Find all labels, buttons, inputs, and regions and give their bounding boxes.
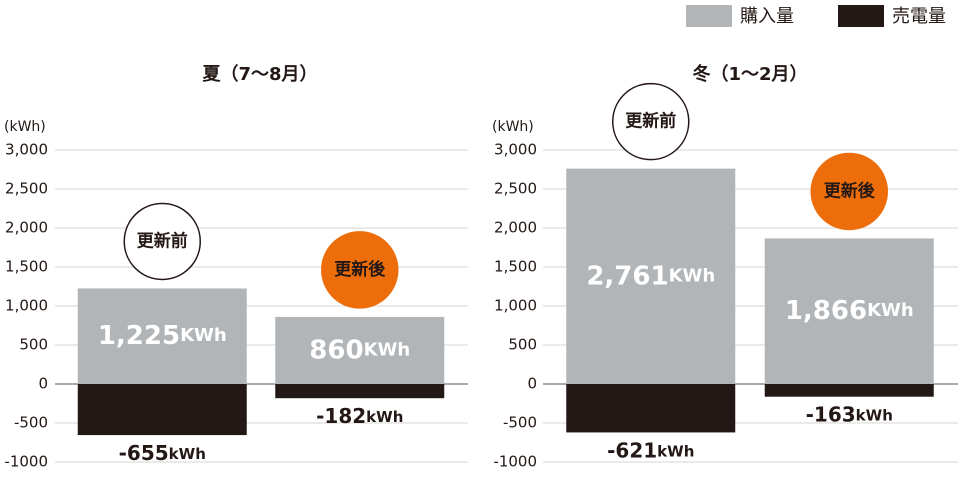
y-tick-label: 3,000 (494, 141, 537, 159)
bar (77, 384, 247, 436)
category-badge (123, 202, 201, 281)
value-number: 2,761 (586, 261, 668, 291)
value-unit: kWh (856, 406, 893, 424)
value-number: -182 (316, 404, 366, 428)
value-unit: KWh (669, 265, 716, 286)
y-tick-label: 2,500 (494, 180, 537, 198)
value-number: 1,225 (98, 321, 180, 351)
category-label: 更新後 (824, 180, 876, 201)
y-tick-label: 1,500 (5, 258, 48, 276)
value-number: 1,866 (785, 296, 867, 326)
value-label: -163kWh (806, 402, 893, 426)
bar (275, 384, 445, 399)
value-unit: kWh (657, 442, 694, 460)
legend-swatch (686, 5, 732, 27)
value-unit: KWh (867, 300, 914, 321)
value-number: -655 (119, 441, 169, 465)
value-label: 860KWh (309, 335, 410, 365)
y-tick-label: 500 (508, 336, 537, 354)
value-label: 2,761KWh (586, 261, 715, 291)
y-tick-label: 1,000 (494, 297, 537, 315)
value-number: -163 (806, 402, 856, 426)
y-axis-label: (kWh) (4, 119, 46, 135)
legend-label: 売電量 (892, 6, 946, 27)
category-badge (810, 152, 888, 231)
value-label: 1,866KWh (785, 296, 914, 326)
category-badge (321, 231, 399, 309)
value-label: -621kWh (607, 438, 694, 462)
bar (77, 288, 247, 384)
legend-label: 購入量 (740, 6, 794, 27)
category-badge (612, 82, 690, 161)
value-unit: kWh (366, 408, 403, 426)
value-label: -655kWh (119, 441, 206, 465)
y-axis-label: (kWh) (492, 119, 534, 135)
chart-title: 冬（1〜2月） (692, 63, 807, 85)
value-number: 860 (309, 335, 363, 365)
chart-title: 夏（7〜8月） (202, 64, 317, 85)
value-label: 1,225KWh (98, 321, 227, 351)
bar (566, 168, 736, 384)
y-tick-label: -1000 (4, 453, 48, 471)
y-tick-label: -500 (503, 414, 537, 432)
y-tick-label: 500 (19, 336, 48, 354)
y-tick-label: 0 (527, 375, 537, 393)
value-number: -621 (607, 438, 657, 462)
bar (566, 384, 736, 433)
value-unit: KWh (180, 325, 227, 346)
legend-swatch (838, 5, 884, 27)
y-tick-label: 3,000 (5, 141, 48, 159)
value-unit: kWh (169, 445, 206, 463)
y-tick-label: -1000 (493, 453, 537, 471)
y-tick-label: 2,000 (5, 219, 48, 237)
category-label: 更新後 (334, 259, 386, 280)
category-label: 更新前 (137, 230, 188, 251)
bar (275, 316, 445, 384)
category-label: 更新前 (625, 111, 676, 132)
y-tick-label: 1,000 (5, 297, 48, 315)
value-label: -182kWh (316, 404, 403, 428)
bar (764, 238, 934, 384)
y-tick-label: 1,500 (494, 258, 537, 276)
y-tick-label: -500 (14, 414, 48, 432)
y-tick-label: 2,000 (494, 219, 537, 237)
y-tick-label: 2,500 (5, 180, 48, 198)
bar (764, 384, 934, 397)
y-tick-label: 0 (38, 375, 48, 393)
value-unit: KWh (364, 339, 411, 360)
